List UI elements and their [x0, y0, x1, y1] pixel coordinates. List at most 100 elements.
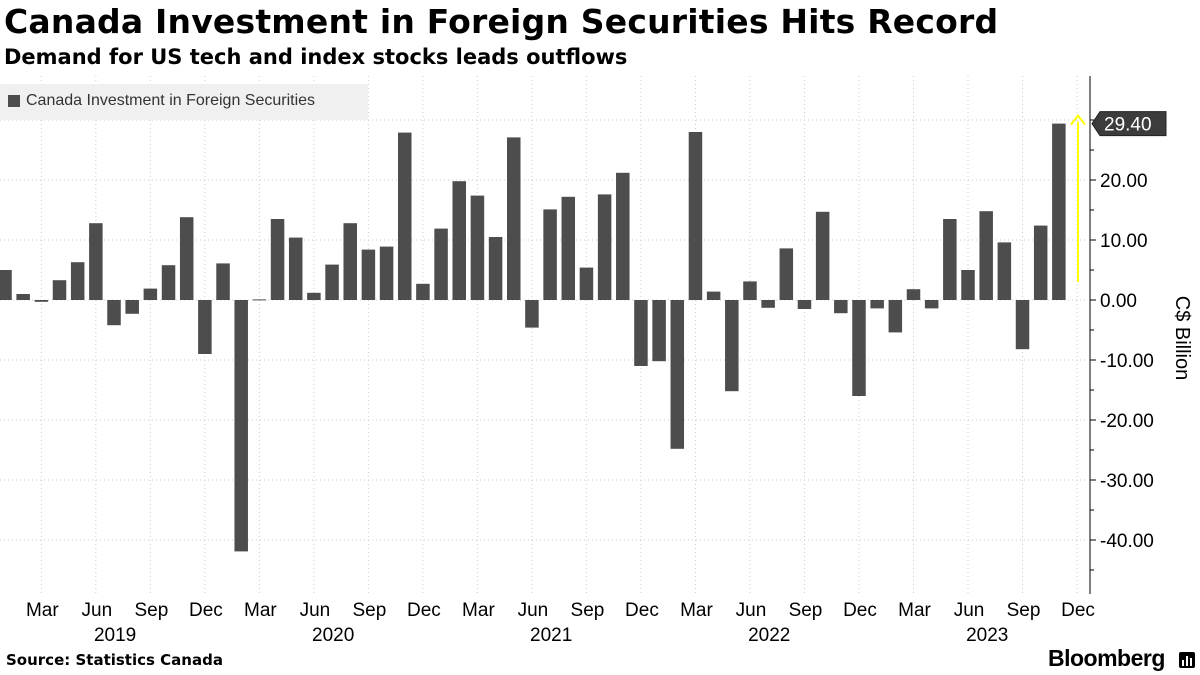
bar — [961, 270, 975, 300]
bar — [343, 223, 357, 300]
bar — [852, 300, 866, 396]
y-tick-label: 20.00 — [1100, 171, 1148, 192]
bar — [924, 300, 939, 309]
bar — [16, 294, 30, 300]
bar — [89, 223, 103, 300]
x-year-label: 2020 — [312, 625, 354, 645]
x-year-label: 2021 — [530, 625, 572, 645]
bar — [252, 299, 267, 301]
bar — [779, 248, 794, 300]
x-year-label: 2022 — [748, 625, 790, 645]
bar — [652, 300, 666, 362]
y-tick-label: -40.00 — [1100, 531, 1154, 552]
bar — [906, 289, 921, 300]
bar — [361, 249, 376, 300]
bar — [416, 283, 430, 300]
source-note: Source: Statistics Canada — [6, 651, 223, 669]
annotations: 29.40 — [1070, 111, 1167, 282]
bar — [397, 132, 412, 300]
bar — [216, 263, 230, 300]
bar — [525, 300, 539, 328]
x-tick-label: Jun — [518, 600, 549, 621]
bar — [307, 292, 321, 300]
x-tick-label: Dec — [625, 600, 659, 621]
bar — [1015, 300, 1030, 350]
bar — [34, 300, 49, 302]
bar — [107, 300, 121, 326]
bar — [488, 237, 503, 300]
bar — [198, 300, 212, 354]
bar — [815, 211, 830, 300]
y-tick-label: 10.00 — [1100, 231, 1148, 252]
bar — [179, 217, 194, 300]
x-year-label: 2023 — [966, 625, 1008, 645]
x-tick-label: Jun — [736, 600, 767, 621]
bar — [670, 300, 685, 449]
y-tick-label: -30.00 — [1100, 471, 1154, 492]
bar — [0, 270, 12, 300]
bar — [834, 300, 848, 314]
x-tick-label: Sep — [134, 600, 168, 621]
x-tick-label: Sep — [1007, 600, 1041, 621]
bar — [543, 209, 557, 300]
bar — [70, 262, 85, 300]
bar — [452, 181, 466, 300]
legend: Canada Investment in Foreign Securities — [0, 84, 368, 120]
value-callout — [1091, 111, 1167, 137]
x-year-label: 2019 — [94, 625, 136, 645]
bar — [597, 194, 612, 300]
bar — [943, 219, 957, 300]
x-axis: Mar Jun Sep Dec Mar Jun Sep Dec Mar Jun Sep Dec Mar J… — [26, 600, 1095, 645]
bars — [0, 123, 1066, 552]
bar — [470, 195, 485, 300]
bar — [888, 300, 903, 333]
bar — [507, 137, 521, 300]
bar — [1033, 225, 1048, 300]
bar — [634, 300, 648, 366]
bar — [434, 228, 448, 300]
bar — [270, 219, 285, 300]
y-axis: 20.00 10.00 0.00 -10.00 -20.00 -30.00 -40.00 C$… — [1089, 76, 1193, 594]
bar — [325, 264, 339, 300]
x-tick-label: Dec — [843, 600, 877, 621]
bar — [143, 288, 158, 300]
bar — [997, 242, 1012, 300]
value-callout-label: 29.40 — [1104, 115, 1152, 136]
legend-label: Canada Investment in Foreign Securities — [26, 92, 316, 109]
bar — [688, 132, 703, 300]
bar — [616, 172, 630, 300]
bar — [706, 291, 721, 300]
chart-subtitle: Demand for US tech and index stocks lead… — [4, 45, 628, 69]
y-tick-label: -10.00 — [1100, 351, 1154, 372]
bar — [579, 267, 594, 300]
bar — [725, 300, 739, 392]
x-tick-label: Mar — [244, 600, 277, 621]
bar — [797, 300, 812, 309]
x-tick-label: Sep — [789, 600, 823, 621]
bar — [379, 246, 394, 300]
x-tick-label: Sep — [352, 600, 386, 621]
x-tick-label: Dec — [189, 600, 223, 621]
x-tick-label: Mar — [680, 600, 713, 621]
x-tick-label: Dec — [1061, 600, 1095, 621]
y-tick-label: -20.00 — [1100, 411, 1154, 432]
x-tick-label: Sep — [571, 600, 605, 621]
highlight-arrow-head — [1070, 113, 1086, 126]
bar — [761, 300, 775, 308]
gridlines — [0, 76, 1088, 594]
bloomberg-chart-icon — [1179, 652, 1195, 668]
bar — [52, 280, 67, 300]
x-tick-label: Jun — [82, 600, 113, 621]
x-tick-label: Mar — [462, 600, 495, 621]
brand-logo: Bloomberg — [1048, 645, 1165, 671]
bar — [561, 196, 576, 300]
bar-chart: 20.00 10.00 0.00 -10.00 -20.00 -30.00 -40.00 C$… — [0, 76, 1193, 645]
bar — [125, 300, 139, 314]
bar — [161, 265, 176, 300]
bar — [234, 300, 248, 552]
legend-swatch — [8, 95, 20, 107]
x-tick-label: Jun — [954, 600, 985, 621]
x-tick-label: Mar — [898, 600, 931, 621]
x-tick-label: Jun — [300, 600, 331, 621]
chart-title: Canada Investment in Foreign Securities … — [4, 2, 999, 41]
